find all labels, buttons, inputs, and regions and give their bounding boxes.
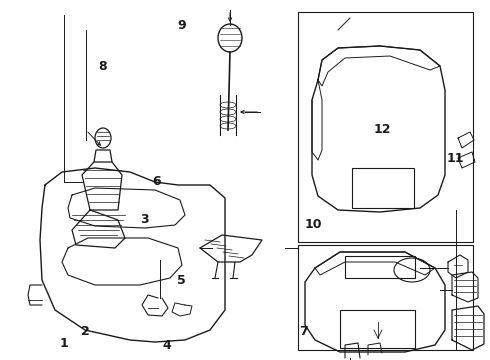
Bar [352,168,414,208]
Bar [298,12,473,242]
Text: 4: 4 [162,339,171,352]
Text: 10: 10 [305,219,322,231]
Bar [345,256,415,278]
Text: 7: 7 [299,325,308,338]
Text: 11: 11 [447,152,465,165]
Text: 8: 8 [98,60,107,73]
Text: 1: 1 [59,337,68,350]
Text: 2: 2 [81,325,90,338]
Text: 5: 5 [177,274,186,287]
Text: 9: 9 [177,19,186,32]
Text: 3: 3 [140,213,149,226]
Text: 6: 6 [152,175,161,188]
Bar [298,245,473,350]
Text: 12: 12 [373,123,391,136]
Bar [340,310,415,348]
